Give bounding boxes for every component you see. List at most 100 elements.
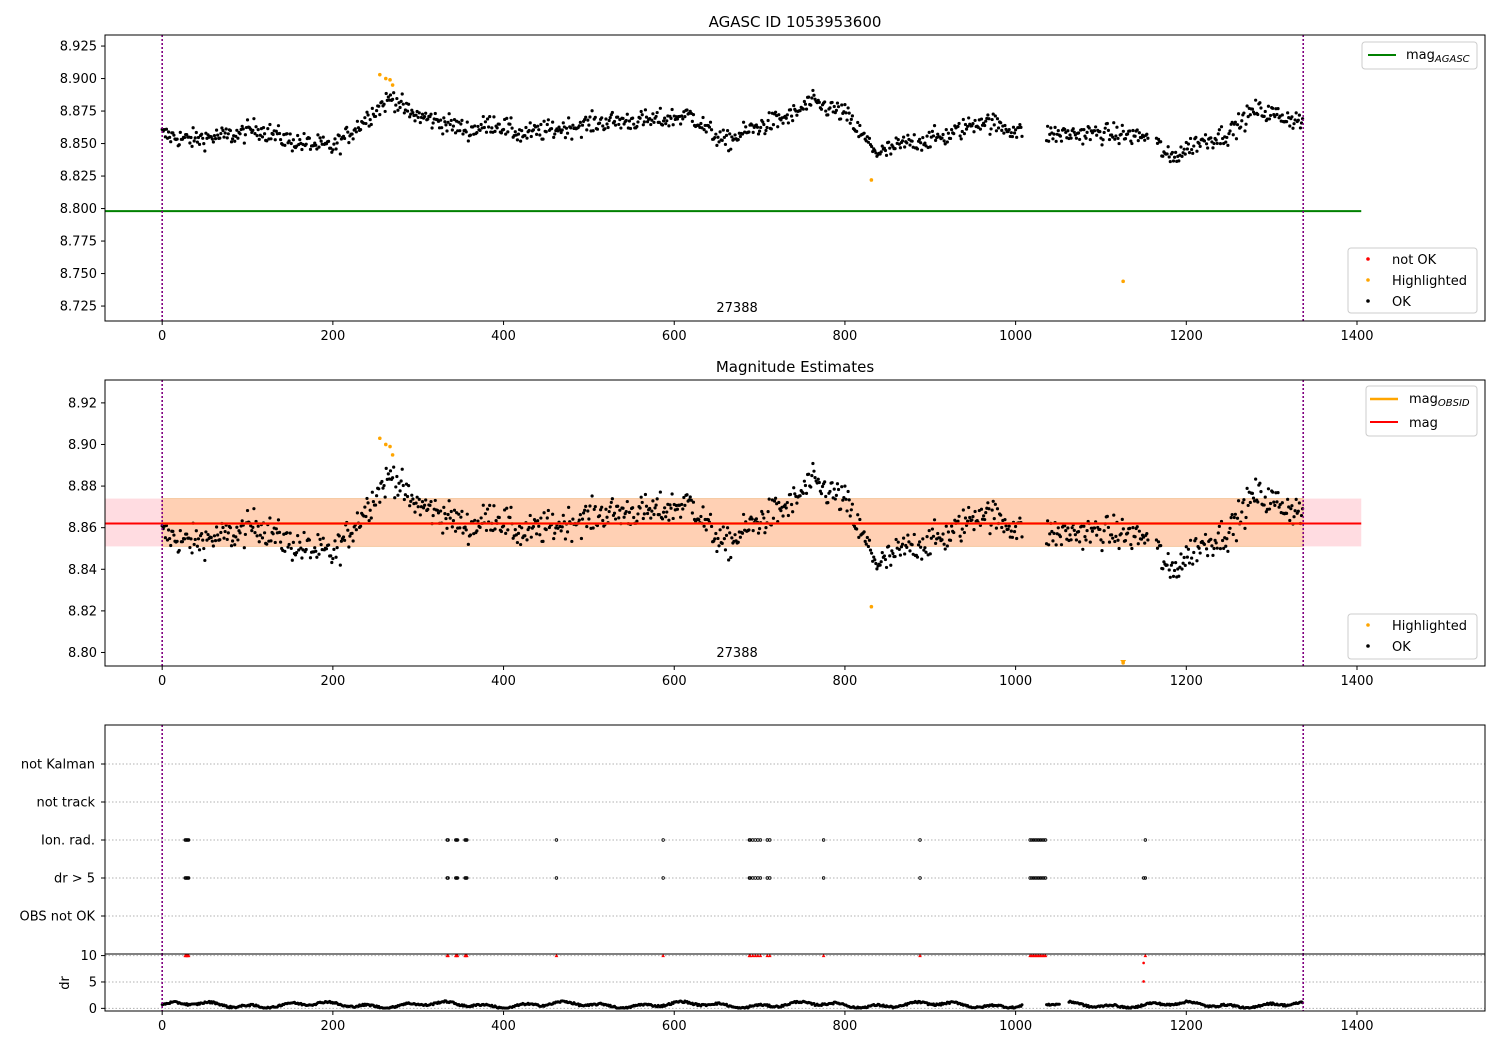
ok-point bbox=[812, 469, 816, 473]
ok-point bbox=[848, 514, 852, 518]
ok-point bbox=[290, 558, 294, 562]
ok-point bbox=[1246, 503, 1250, 508]
ok-point bbox=[910, 139, 914, 143]
flag-marker bbox=[1036, 838, 1041, 842]
ok-point bbox=[988, 132, 992, 136]
ok-point bbox=[513, 130, 517, 134]
ok-point bbox=[1203, 133, 1208, 137]
panel4-ylabel: dr bbox=[58, 976, 73, 990]
ok-point bbox=[613, 123, 618, 127]
x-tick-label: 1000 bbox=[999, 329, 1032, 344]
ok-point bbox=[690, 119, 694, 123]
ok-point bbox=[331, 556, 335, 561]
ok-point bbox=[448, 122, 452, 127]
ok-point bbox=[667, 518, 671, 522]
ok-point bbox=[1278, 502, 1282, 507]
ok-point bbox=[850, 114, 854, 118]
ok-point bbox=[302, 131, 306, 136]
panel-agasc-magnitude: AGASC ID 1053953600 0 200 400 600 800 1000 120… bbox=[60, 13, 1486, 344]
ok-point bbox=[367, 518, 371, 523]
ok-point bbox=[499, 131, 504, 135]
ok-point bbox=[511, 536, 515, 540]
ok-point bbox=[657, 513, 661, 517]
legend-agasc-sub: AGASC bbox=[1434, 54, 1470, 65]
ok-point bbox=[767, 111, 771, 115]
flag-marker bbox=[1035, 838, 1039, 842]
ok-point bbox=[990, 508, 994, 512]
ok-point bbox=[324, 547, 329, 551]
ok-point bbox=[764, 128, 768, 133]
ok-point bbox=[691, 500, 696, 504]
ok-point bbox=[604, 507, 608, 511]
ok-point bbox=[908, 143, 912, 147]
ok-point bbox=[553, 531, 557, 535]
ok-point bbox=[889, 563, 893, 567]
ok-point bbox=[1235, 516, 1240, 520]
ok-point bbox=[721, 128, 725, 132]
ok-point bbox=[1187, 561, 1192, 565]
panel2-legend-points: Highlighted OK bbox=[1347, 613, 1478, 660]
ok-point bbox=[380, 479, 384, 484]
ok-point bbox=[1296, 118, 1300, 122]
ok-point bbox=[414, 501, 418, 505]
ok-point bbox=[836, 487, 841, 492]
ok-point bbox=[932, 518, 937, 522]
ok-point bbox=[608, 115, 612, 120]
ok-point bbox=[1117, 546, 1121, 551]
ok-point bbox=[556, 526, 560, 530]
ok-point bbox=[750, 517, 754, 521]
ok-point bbox=[285, 531, 289, 535]
ok-point bbox=[211, 544, 215, 548]
ok-point bbox=[1002, 131, 1006, 135]
ok-point bbox=[581, 511, 586, 515]
flag-marker bbox=[758, 876, 763, 880]
ok-point bbox=[413, 510, 417, 514]
ok-point bbox=[971, 122, 975, 126]
ok-point bbox=[1117, 141, 1121, 146]
ok-point bbox=[506, 130, 510, 134]
ok-point bbox=[586, 118, 590, 122]
ok-point bbox=[464, 528, 468, 532]
ok-point bbox=[769, 127, 773, 131]
ok-point bbox=[1129, 543, 1133, 547]
ok-point bbox=[590, 494, 594, 498]
ok-point bbox=[941, 132, 945, 137]
ok-point bbox=[906, 533, 910, 537]
ok-point bbox=[436, 511, 441, 515]
ok-point bbox=[661, 119, 666, 123]
ok-point bbox=[856, 120, 860, 125]
ok-point bbox=[1299, 121, 1304, 125]
ok-point bbox=[832, 104, 836, 109]
ok-point bbox=[1015, 135, 1019, 139]
ok-point bbox=[410, 493, 414, 497]
ok-point bbox=[1297, 113, 1301, 117]
ok-point bbox=[274, 527, 278, 531]
ok-point bbox=[680, 502, 684, 507]
ok-point bbox=[411, 111, 415, 115]
ok-point bbox=[484, 528, 489, 533]
ok-point bbox=[709, 128, 714, 132]
ok-point bbox=[444, 516, 448, 521]
ok-point bbox=[448, 516, 452, 520]
ok-point bbox=[230, 137, 235, 141]
ok-point bbox=[1170, 561, 1175, 565]
ok-point bbox=[807, 95, 811, 99]
ok-point bbox=[916, 543, 921, 547]
ok-point bbox=[583, 508, 587, 512]
ok-point bbox=[755, 125, 760, 129]
ok-point bbox=[1235, 123, 1240, 127]
ok-point bbox=[218, 136, 222, 140]
ok-point bbox=[855, 527, 859, 531]
ok-point bbox=[1202, 139, 1207, 143]
flag-marker bbox=[1031, 838, 1036, 842]
ok-point bbox=[1227, 530, 1231, 535]
ok-point bbox=[728, 531, 732, 535]
ok-point bbox=[1216, 132, 1220, 136]
ok-point bbox=[966, 124, 970, 129]
ok-point bbox=[236, 538, 240, 542]
ok-point bbox=[934, 541, 938, 545]
ok-point bbox=[235, 525, 239, 529]
ok-point bbox=[643, 492, 648, 497]
ok-point bbox=[283, 143, 287, 147]
flag-marker bbox=[1031, 876, 1036, 880]
